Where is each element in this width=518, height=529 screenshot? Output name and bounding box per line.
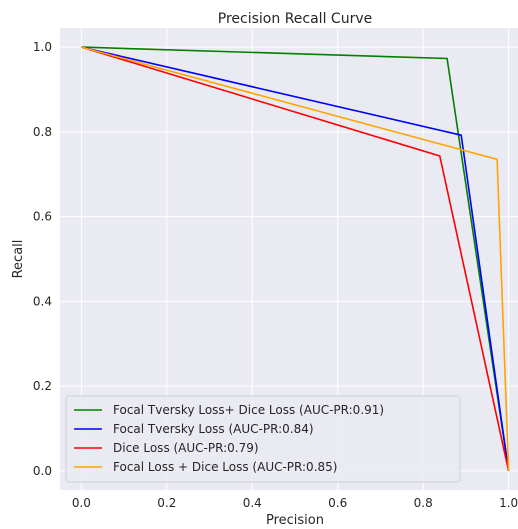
series-line-3 (81, 46, 510, 472)
y-tick-label: 0.6 (33, 210, 52, 224)
x-tick-label: 0.2 (157, 496, 176, 510)
y-tick-label: 1.0 (33, 40, 52, 54)
x-axis-label: Precision (266, 513, 324, 528)
y-axis-label: Recall (11, 240, 26, 279)
x-tick-label: 0.8 (414, 496, 433, 510)
y-tick-label: 0.8 (33, 125, 52, 139)
legend-entry-1: Focal Tversky Loss+ Dice Loss (AUC-PR:0.… (113, 403, 384, 417)
legend-entry-3: Dice Loss (AUC-PR:0.79) (113, 441, 259, 455)
series-line-1 (81, 46, 510, 472)
series-lines (81, 46, 510, 472)
x-tick-label: 1.0 (499, 496, 518, 510)
y-tick-label: 0.2 (33, 379, 52, 393)
series-line-2 (81, 46, 510, 472)
chart-title: Precision Recall Curve (218, 11, 372, 27)
y-tick-label: 0.4 (33, 294, 52, 308)
legend-entry-2: Focal Tversky Loss (AUC-PR:0.84) (113, 422, 314, 436)
x-tick-label: 0.0 (72, 496, 91, 510)
series-line-4 (81, 46, 510, 471)
x-tick-label: 0.4 (243, 496, 262, 510)
legend-entry-4: Focal Loss + Dice Loss (AUC-PR:0.85) (113, 460, 337, 474)
grid-lines (60, 28, 518, 490)
legend: Focal Tversky Loss+ Dice Loss (AUC-PR:0.… (65, 395, 461, 483)
legend-box (65, 395, 461, 483)
x-tick-label: 0.6 (328, 496, 347, 510)
y-tick-label: 0.0 (33, 464, 52, 478)
tick-labels: 0.0 0.2 0.4 0.6 0.8 1.0 0.0 0.2 0.4 0.6 0.8 1.0 (33, 40, 518, 510)
